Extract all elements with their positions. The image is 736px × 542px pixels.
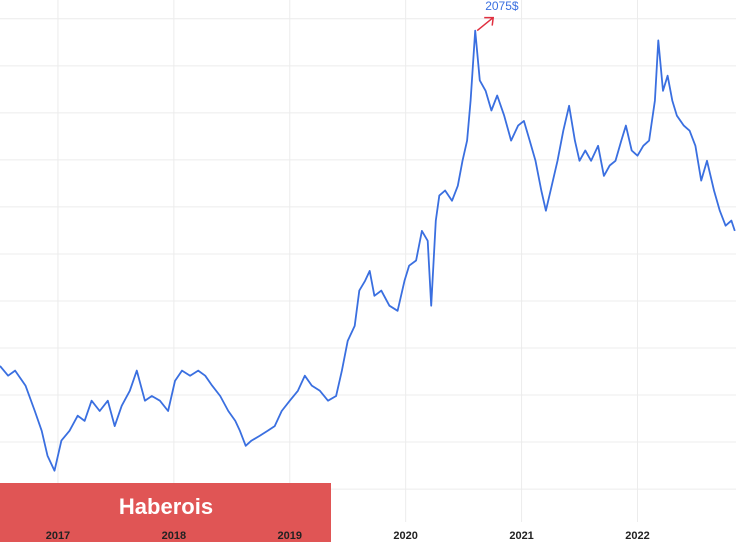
x-tick-label: 2020 bbox=[393, 530, 417, 542]
banner-text: Haberois bbox=[119, 494, 213, 519]
x-tick-label: 2019 bbox=[278, 530, 302, 542]
banner-box bbox=[0, 483, 331, 542]
price-line bbox=[0, 29, 736, 472]
annotation-arrow bbox=[476, 16, 495, 32]
plot: 2075$ bbox=[0, 0, 736, 472]
x-tick-label: 2017 bbox=[46, 530, 70, 542]
annotation: 2075$ bbox=[485, 0, 519, 13]
x-tick-label: 2022 bbox=[625, 530, 649, 542]
x-axis: 2017 2018 2019 2020 2021 2022 bbox=[46, 530, 650, 542]
x-tick-label: 2018 bbox=[162, 530, 186, 542]
x-tick-label: 2021 bbox=[509, 530, 533, 542]
grid bbox=[0, 0, 736, 522]
